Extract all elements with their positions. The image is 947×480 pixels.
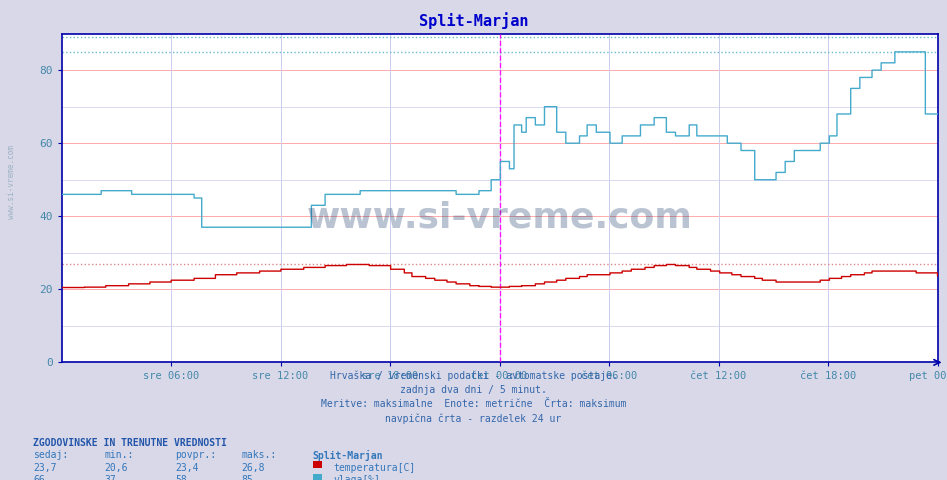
Text: 26,8: 26,8: [241, 463, 265, 473]
Text: Split-Marjan: Split-Marjan: [313, 450, 383, 461]
Text: 58: 58: [175, 475, 187, 480]
Text: sedaj:: sedaj:: [33, 450, 68, 460]
Text: www.si-vreme.com: www.si-vreme.com: [307, 201, 692, 235]
Text: Meritve: maksimalne  Enote: metrične  Črta: maksimum: Meritve: maksimalne Enote: metrične Črta…: [321, 399, 626, 409]
Text: Split-Marjan: Split-Marjan: [419, 12, 528, 29]
Text: zadnja dva dni / 5 minut.: zadnja dva dni / 5 minut.: [400, 385, 547, 395]
Text: ZGODOVINSKE IN TRENUTNE VREDNOSTI: ZGODOVINSKE IN TRENUTNE VREDNOSTI: [33, 438, 227, 448]
Text: vlaga[%]: vlaga[%]: [333, 475, 381, 480]
Text: temperatura[C]: temperatura[C]: [333, 463, 416, 473]
Text: 37: 37: [104, 475, 116, 480]
Text: 85: 85: [241, 475, 253, 480]
Text: 23,4: 23,4: [175, 463, 199, 473]
Text: www.si-vreme.com: www.si-vreme.com: [7, 145, 16, 219]
Text: min.:: min.:: [104, 450, 134, 460]
Text: maks.:: maks.:: [241, 450, 277, 460]
Text: 20,6: 20,6: [104, 463, 128, 473]
Text: navpična črta - razdelek 24 ur: navpična črta - razdelek 24 ur: [385, 414, 562, 424]
Text: Hrvaška / vremenski podatki - avtomatske postaje.: Hrvaška / vremenski podatki - avtomatske…: [330, 371, 617, 381]
Text: 66: 66: [33, 475, 45, 480]
Text: povpr.:: povpr.:: [175, 450, 216, 460]
Text: 23,7: 23,7: [33, 463, 57, 473]
